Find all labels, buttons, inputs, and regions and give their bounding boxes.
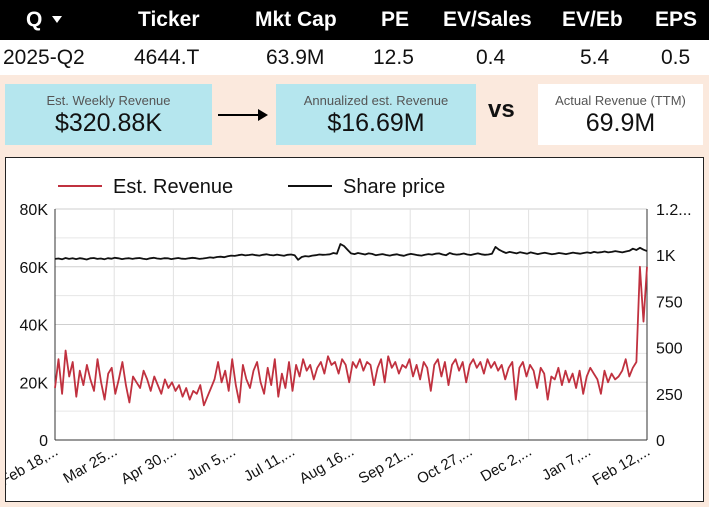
y-right-tick-label: 0 xyxy=(656,433,665,450)
x-tick-label: Apr 30,... xyxy=(118,443,179,488)
weekly-revenue-value: $320.88K xyxy=(54,109,163,137)
vs-label: vs xyxy=(488,96,515,123)
evsales-value: 0.4 xyxy=(476,46,506,69)
mktcap-column-header: Mkt Cap xyxy=(255,8,337,31)
y-right-tick-label: 750 xyxy=(656,294,683,311)
annualized-revenue-card: Annualized est. Revenue $16.69M xyxy=(276,84,476,145)
x-tick-label: Mar 25... xyxy=(60,443,120,487)
eps-column-header: EPS xyxy=(655,8,698,31)
annualized-revenue-value: $16.69M xyxy=(327,109,425,137)
y-right-tick-label: 1K xyxy=(656,248,676,265)
est-revenue-series-line xyxy=(54,265,648,407)
x-tick-label: Dec 2,... xyxy=(478,443,535,486)
x-tick-label: Jun 5,... xyxy=(184,443,239,484)
y-right-tick-label: 500 xyxy=(656,341,683,358)
y-right-tick-label: 1.2... xyxy=(656,202,692,219)
pe-value: 12.5 xyxy=(373,46,414,69)
annualized-revenue-label: Annualized est. Revenue xyxy=(303,93,449,108)
legend-entry: Share price xyxy=(343,176,445,198)
ticker-value: 4644.T xyxy=(134,46,200,69)
y-left-tick-label: 60K xyxy=(20,260,49,277)
share-price-series-line xyxy=(54,243,648,261)
eps-value: 0.5 xyxy=(661,46,691,69)
y-right-tick-label: 250 xyxy=(656,387,683,404)
eveb-column-header: EV/Eb xyxy=(562,8,623,31)
x-tick-label: Sep 21... xyxy=(356,443,417,488)
x-tick-label: Jul 11,... xyxy=(241,443,298,486)
weekly-revenue-label: Est. Weekly Revenue xyxy=(46,93,171,108)
y-left-tick-label: 0 xyxy=(39,433,48,450)
eveb-value: 5.4 xyxy=(580,46,610,69)
ticker-column-header: Ticker xyxy=(138,8,200,31)
chart-svg: Feb 18,... Mar 25...Apr 30,... Jun 5,... Ju… xyxy=(0,176,692,489)
quarter-value: 2025-Q2 xyxy=(3,46,85,69)
mktcap-value: 63.9M xyxy=(266,46,325,69)
revenue-share-price-chart: Feb 18,... Mar 25... Apr 30,... Jun 5,... Ju… xyxy=(0,157,704,502)
actual-revenue-label: Actual Revenue (TTM) xyxy=(555,93,686,108)
actual-revenue-value: 69.9M xyxy=(585,109,656,137)
table-header: Q Ticker Mkt Cap PE EV/Sales EV/Eb EPS xyxy=(0,0,709,40)
y-left-tick-label: 40K xyxy=(20,318,49,335)
arrow-right-icon xyxy=(218,109,268,121)
q-column-header[interactable]: Q xyxy=(26,8,43,31)
legend-entry: Est. Revenue xyxy=(113,176,233,198)
x-tick-label: Aug 16... xyxy=(296,443,357,488)
x-tick-label: Oct 27,... xyxy=(414,443,475,488)
actual-revenue-card: Actual Revenue (TTM) 69.9M xyxy=(538,84,703,145)
pe-column-header: PE xyxy=(381,8,410,31)
caret-down-icon[interactable] xyxy=(52,16,62,23)
y-left-tick-label: 20K xyxy=(20,375,49,392)
x-tick-label: Jan 7,... xyxy=(539,443,594,484)
y-left-tick-label: 80K xyxy=(20,202,49,219)
table-row: 2025-Q2 4644.T 63.9M 12.5 0.4 5.4 0.5 xyxy=(0,40,709,75)
x-tick-label: Feb 18,... xyxy=(6,443,61,489)
x-tick-label: Feb 12,... xyxy=(590,443,653,489)
weekly-revenue-card: Est. Weekly Revenue $320.88K xyxy=(5,84,212,145)
evsales-column-header: EV/Sales xyxy=(443,8,532,31)
